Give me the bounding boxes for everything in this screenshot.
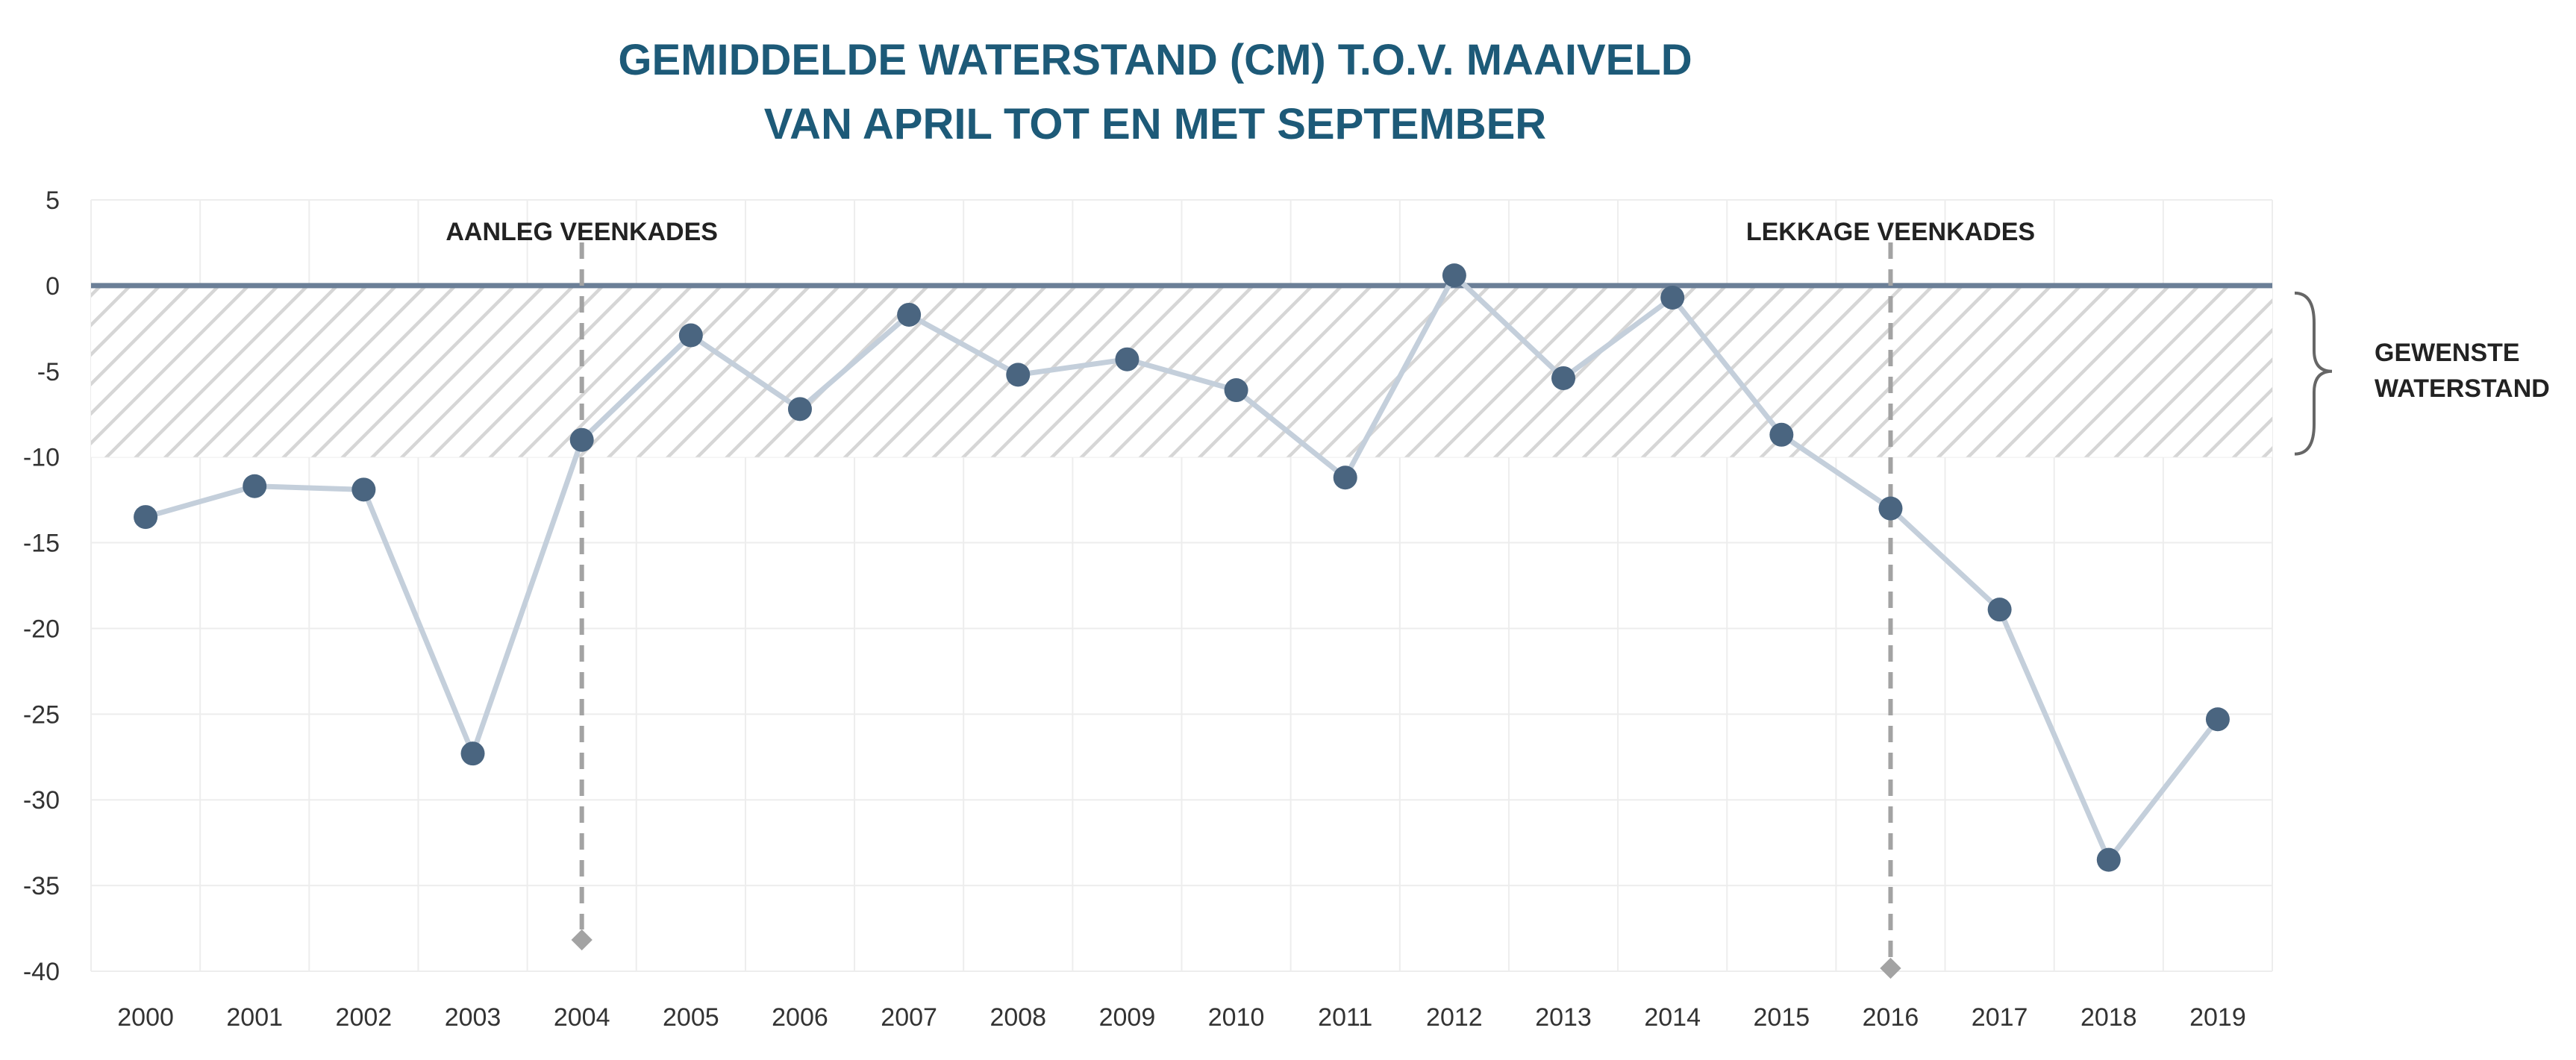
- y-tick-label: 5: [46, 186, 60, 215]
- chart-title-line: VAN APRIL TOT EN MET SEPTEMBER: [764, 100, 1546, 148]
- annotation-diamond: [1880, 957, 1901, 979]
- annotation-label: LEKKAGE VEENKADES: [1746, 218, 2035, 246]
- y-tick-label: -35: [23, 872, 60, 900]
- desired-level-band: [91, 285, 2272, 457]
- x-tick-label: 2019: [2189, 1003, 2246, 1032]
- data-point: [1769, 422, 1794, 447]
- band-brace: [2294, 291, 2333, 456]
- data-point: [1660, 285, 1685, 310]
- data-point: [1987, 598, 2012, 622]
- y-tick-label: -30: [23, 786, 60, 815]
- data-point: [134, 505, 158, 530]
- x-tick-label: 2015: [1754, 1003, 1810, 1032]
- y-tick-label: -5: [37, 358, 60, 386]
- data-point: [1442, 263, 1466, 288]
- data-point: [1878, 496, 1903, 521]
- y-tick-label: -40: [23, 958, 60, 986]
- x-tick-label: 2011: [1318, 1003, 1372, 1032]
- x-tick-label: 2002: [336, 1003, 393, 1032]
- x-tick-label: 2000: [117, 1003, 174, 1032]
- x-tick-label: 2013: [1535, 1003, 1592, 1032]
- x-tick-label: 2006: [772, 1003, 828, 1032]
- x-tick-label: 2005: [663, 1003, 719, 1032]
- data-point: [2205, 707, 2230, 732]
- x-tick-label: 2001: [226, 1003, 283, 1032]
- data-point: [1551, 366, 1576, 390]
- data-point: [787, 397, 812, 421]
- series-line: [145, 272, 2220, 863]
- y-tick-label: -20: [23, 615, 60, 643]
- y-tick-label: 0: [46, 272, 60, 301]
- data-point: [243, 474, 267, 498]
- band-label: WATERSTAND: [2375, 374, 2550, 403]
- y-tick-label: -10: [23, 444, 60, 472]
- x-tick-label: 2016: [1863, 1003, 1919, 1032]
- x-tick-label: 2018: [2081, 1003, 2137, 1032]
- annotation-label: AANLEG VEENKADES: [446, 218, 718, 246]
- x-tick-label: 2012: [1426, 1003, 1483, 1032]
- data-point: [897, 302, 922, 327]
- data-point: [351, 477, 376, 502]
- data-point: [2096, 847, 2121, 872]
- x-tick-label: 2007: [881, 1003, 937, 1032]
- data-point: [1115, 347, 1139, 371]
- x-tick-label: 2017: [1972, 1003, 2028, 1032]
- band-label: GEWENSTE: [2375, 339, 2520, 367]
- y-tick-label: -15: [23, 530, 60, 558]
- y-tick-label: -25: [23, 700, 60, 729]
- x-tick-label: 2004: [554, 1003, 610, 1032]
- chart-title-line: GEMIDDELDE WATERSTAND (CM) T.O.V. MAAIVE…: [618, 36, 1692, 84]
- x-tick-label: 2009: [1099, 1003, 1156, 1032]
- data-point: [569, 427, 594, 452]
- x-tick-label: 2003: [445, 1003, 501, 1032]
- data-point: [678, 323, 703, 348]
- data-point: [1333, 465, 1357, 490]
- annotation-diamond: [571, 929, 593, 951]
- data-point: [1224, 378, 1248, 403]
- x-tick-label: 2014: [1644, 1003, 1701, 1032]
- x-tick-label: 2010: [1208, 1003, 1265, 1032]
- x-tick-label: 2008: [990, 1003, 1046, 1032]
- data-point: [1006, 363, 1031, 387]
- data-point: [460, 741, 485, 766]
